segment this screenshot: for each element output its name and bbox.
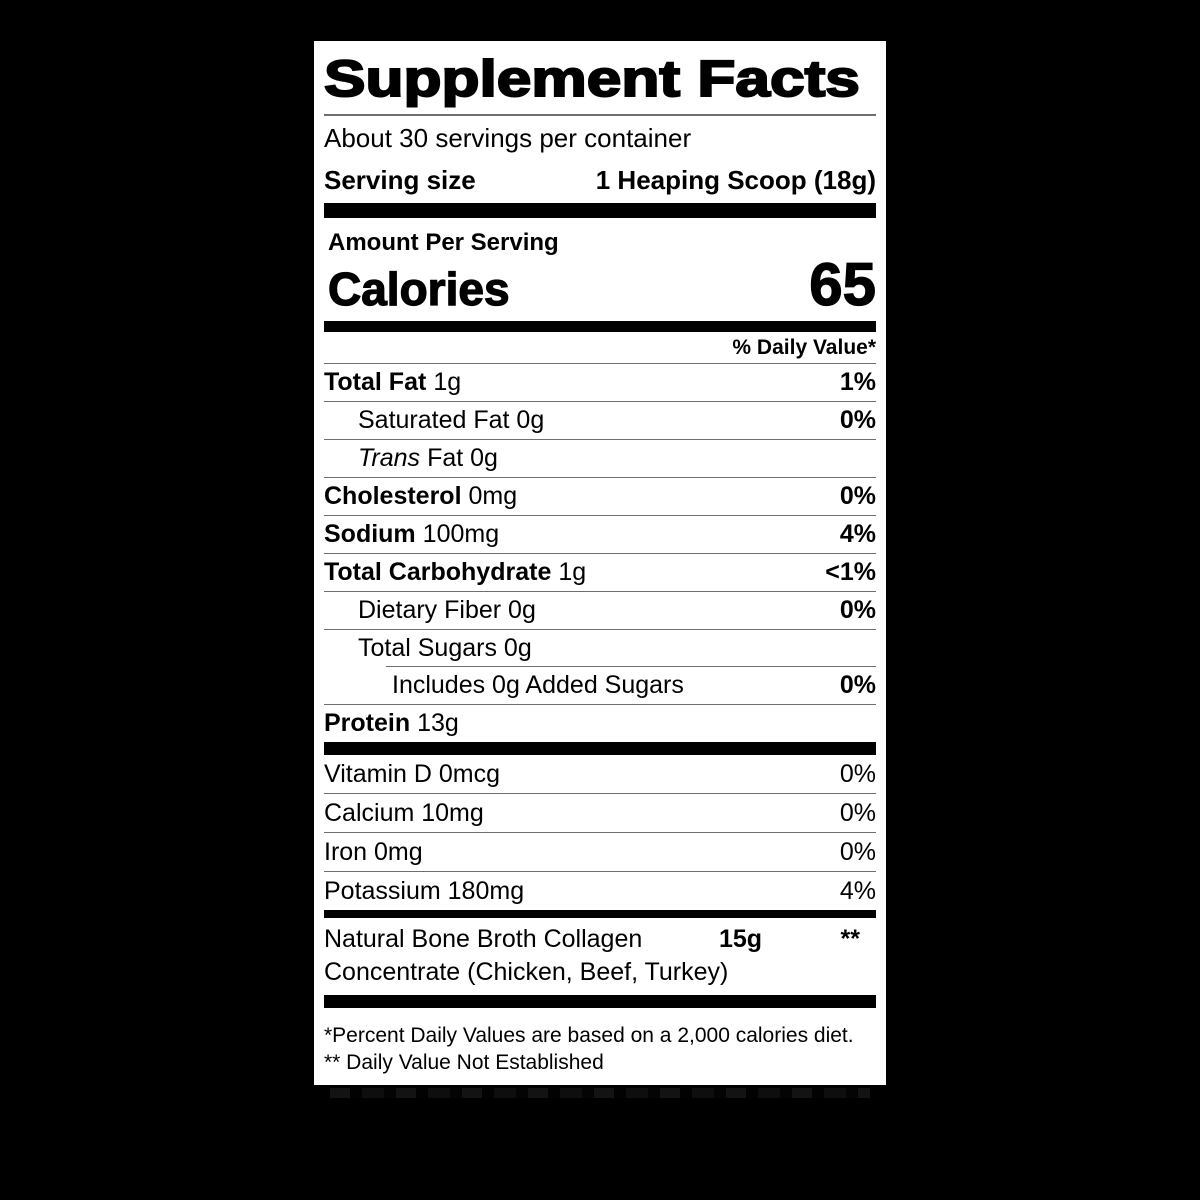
nutrient-row-saturated-fat: Saturated Fat 0g 0% [324,402,876,440]
vitamin-row-iron: Iron 0mg 0% [324,833,876,872]
nutrient-row-total-sugars: Total Sugars 0g [358,634,532,662]
dv-value: 0% [839,838,876,866]
vitamin-row-calcium: Calcium 10mg 0% [324,794,876,833]
dv-value: 1% [839,368,876,396]
collagen-dv: ** [840,925,860,953]
collagen-amount: 15g [719,925,763,953]
servings-per-container: About 30 servings per container [324,123,692,153]
calories-value: 65 [809,251,877,318]
dv-value: 0% [839,596,876,624]
divider-bar-medium [324,742,876,755]
nutrient-row-protein: Protein 13g [324,709,459,737]
vitamin-rows: Vitamin D 0mcg 0% Calcium 10mg 0% Iron 0… [324,755,876,910]
label-title-text: Supplement Facts [323,49,861,108]
cropped-text-artifact [330,1088,870,1098]
collagen-name-line2: Concentrate (Chicken, Beef, Turkey) [324,958,729,986]
dv-value: 4% [839,877,876,905]
divider-bar-medium [324,995,876,1008]
collagen-name-line1: Natural Bone Broth Collagen [324,925,643,953]
dv-value: 0% [839,799,876,827]
nutrient-row-total-fat: Total Fat 1g 1% [324,364,876,402]
title-rule [324,114,876,116]
vitamin-row-vitamin-d: Vitamin D 0mcg 0% [324,755,876,794]
dv-value: 0% [839,760,876,788]
dv-value: 0% [839,482,876,510]
serving-size-label: Serving size [324,165,476,195]
serving-size-row: Serving size 1 Heaping Scoop (18g) [324,160,876,200]
serving-size-value: 1 Heaping Scoop (18g) [595,165,876,195]
footnote-not-established: ** Daily Value Not Established [324,1051,604,1074]
divider-bar-thick [324,203,876,218]
calories-label: Calories [327,262,510,315]
collagen-section: Natural Bone Broth Collagen 15g ** Conce… [324,918,876,995]
vitamin-row-potassium: Potassium 180mg 4% [324,872,876,910]
dv-value: 0% [839,671,876,699]
dv-value: 4% [839,520,876,548]
calories-row: Calories 65 [324,251,877,318]
divider-bar-medium [324,321,876,332]
nutrient-row-total-carbohydrate: Total Carbohydrate 1g <1% [324,554,876,592]
daily-value-header: % Daily Value* [732,336,876,359]
label-title: Supplement Facts [323,47,876,111]
dv-value: 0% [839,406,876,434]
nutrient-row-cholesterol: Cholesterol 0mg 0% [324,478,876,516]
dv-value: <1% [825,558,876,586]
nutrient-rows: Total Fat 1g 1% Saturated Fat 0g 0% Trans… [324,363,876,742]
footnotes: *Percent Daily Values are based on a 2,0… [324,1008,876,1076]
supplement-facts-label: Supplement Facts About 30 servings per c… [313,40,887,1086]
nutrient-row-dietary-fiber: Dietary Fiber 0g 0% [324,592,876,630]
nutrient-row-trans-fat: Trans Fat 0g [324,440,876,478]
nutrient-row-added-sugars: Includes 0g Added Sugars 0% [324,666,876,705]
amount-per-serving-label: Amount Per Serving [328,229,559,256]
nutrient-row-sodium: Sodium 100mg 4% [324,516,876,554]
divider-bar-thin [324,910,876,918]
footnote-daily-values: *Percent Daily Values are based on a 2,0… [324,1024,854,1047]
